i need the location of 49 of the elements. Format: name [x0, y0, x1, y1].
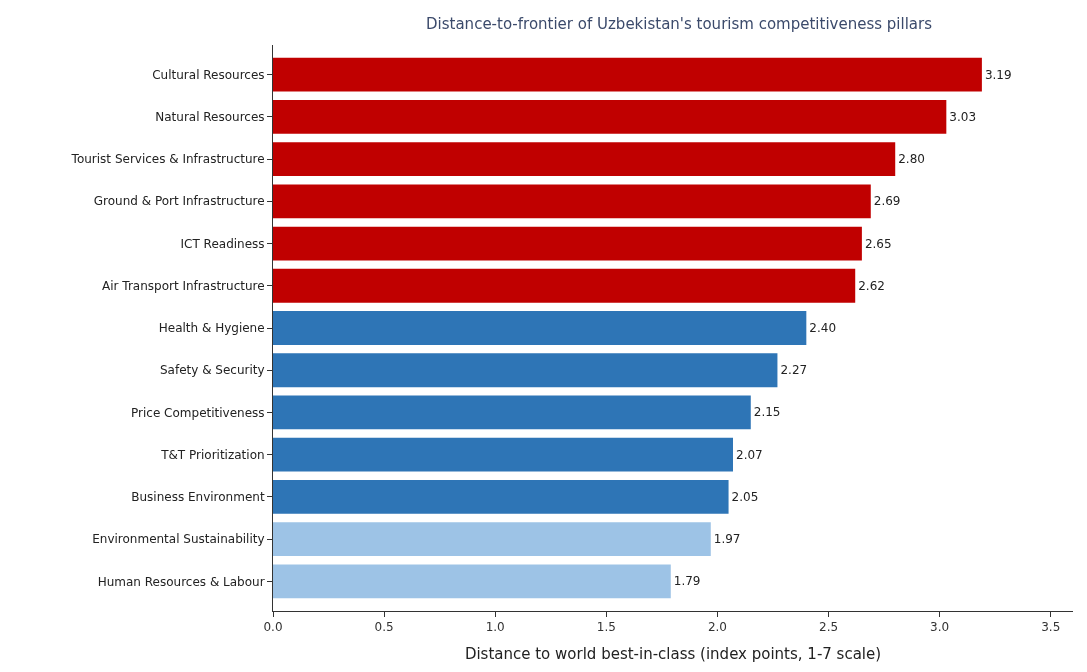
bar: [273, 57, 982, 92]
bar: [273, 480, 729, 514]
x-tick-label: 1.5: [596, 620, 616, 635]
y-tick-label: ICT Readiness: [180, 236, 265, 251]
data-label: 1.79: [673, 574, 701, 589]
bar: [273, 395, 751, 430]
bar: [273, 437, 733, 472]
y-tick-label: Cultural Resources: [152, 67, 265, 82]
y-tick-label: Safety & Security: [159, 363, 265, 378]
data-label: 3.03: [949, 109, 977, 124]
data-label: 2.40: [809, 321, 837, 335]
y-tick-label: Ground & Port Infrastructure: [93, 194, 265, 209]
y-tick-label: Environmental Sustainability: [92, 532, 265, 547]
x-tick-label: 2.5: [819, 620, 839, 635]
bar: [273, 268, 856, 303]
y-tick-label: Health & Hygiene: [158, 321, 265, 336]
data-label: 2.27: [780, 363, 808, 378]
bar: [273, 353, 778, 388]
y-tick-label: Price Competitiveness: [131, 405, 265, 420]
data-label: 2.15: [753, 405, 781, 420]
chart-title: Distance-to-frontier of Uzbekistan's tourism competitiveness pillars: [426, 14, 933, 33]
x-tick-label: 3.0: [930, 620, 950, 635]
data-label: 2.69: [873, 194, 901, 209]
data-label: 2.65: [864, 236, 892, 251]
bar: [273, 564, 671, 599]
y-tick-label: T&T Prioritization: [160, 447, 265, 462]
x-tick-label: 3.5: [1041, 620, 1061, 635]
data-label: 2.62: [858, 278, 885, 293]
x-axis-title: Distance to world best-in-class (index points, 1-7 scale): [464, 645, 882, 664]
bar: [273, 522, 711, 557]
y-tick-label: Human Resources & Labour: [97, 574, 265, 589]
bar: [273, 184, 871, 219]
bar: [273, 99, 947, 134]
y-tick-label: Tourist Services & Infrastructure: [70, 152, 265, 167]
bar: [273, 226, 862, 261]
bar: [273, 142, 896, 176]
bar: [273, 311, 807, 345]
x-tick-label: 2.0: [707, 620, 727, 635]
data-label: 2.07: [736, 447, 763, 462]
data-label: 2.80: [898, 152, 925, 167]
x-tick-label: 1.0: [485, 620, 505, 635]
data-label: 3.19: [984, 67, 1012, 82]
y-tick-label: Natural Resources: [155, 110, 265, 125]
x-tick-label: 0.0: [263, 620, 283, 635]
data-label: 2.05: [731, 489, 759, 504]
y-tick-label: Air Transport Infrastructure: [102, 278, 265, 293]
data-label: 1.97: [713, 532, 741, 547]
x-tick-label: 0.5: [374, 620, 394, 635]
y-tick-label: Business Environment: [131, 490, 265, 505]
